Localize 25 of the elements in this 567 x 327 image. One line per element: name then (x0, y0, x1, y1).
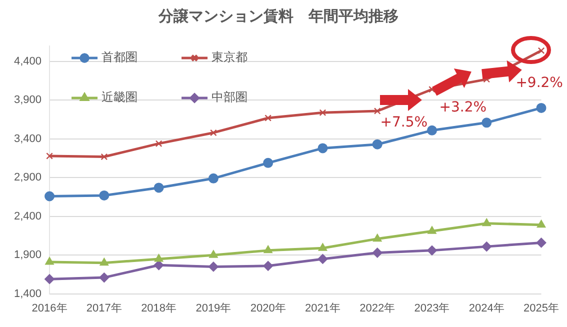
legend-label: 東京都 (212, 50, 248, 64)
y-tick-label: 4,400 (14, 56, 42, 68)
legend-label: 近畿圏 (102, 90, 138, 104)
y-tick-label: 1,400 (14, 288, 42, 300)
y-tick-label: 2,400 (14, 210, 42, 222)
annotation: +3.2% (439, 100, 487, 116)
x-tick-label: 2025年 (524, 302, 560, 314)
x-tick-label: 2017年 (86, 302, 122, 314)
x-tick-label: 2016年 (32, 302, 68, 314)
x-tick-label: 2024年 (468, 302, 504, 314)
y-tick-label: 2,900 (14, 172, 42, 184)
annotation: +9.2% (516, 74, 563, 91)
x-tick-label: 2022年 (360, 302, 396, 314)
legend-label: 中部圏 (212, 90, 248, 104)
x-tick-label: 2019年 (196, 302, 232, 314)
y-tick-label: 3,900 (14, 94, 42, 106)
annotation: +7.5% (380, 114, 428, 130)
y-tick-label: 3,400 (14, 132, 42, 145)
x-tick-label: 2023年 (414, 302, 450, 314)
chart-title: 分譲マンション賃料 年間平均推移 (158, 6, 398, 25)
x-tick-label: 2021年 (304, 302, 340, 314)
x-tick-label: 2020年 (250, 302, 286, 314)
legend-label: 首都圏 (102, 50, 138, 64)
y-tick-label: 1,900 (14, 249, 42, 262)
x-tick-label: 2018年 (141, 302, 177, 314)
